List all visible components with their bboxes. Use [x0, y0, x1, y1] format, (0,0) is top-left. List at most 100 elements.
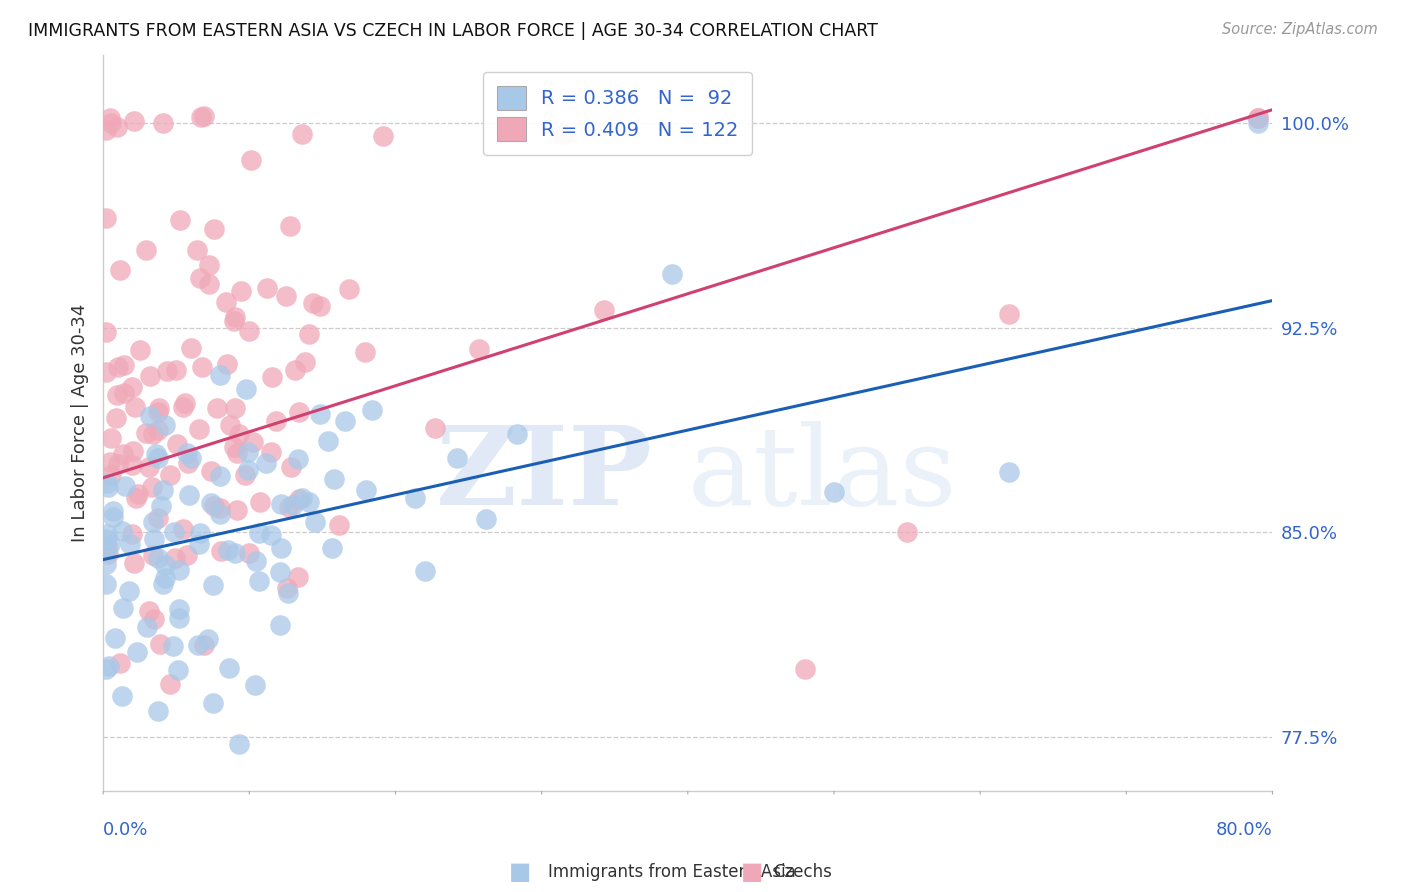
Point	[404, 491, 426, 505]
Point	[998, 307, 1021, 321]
Point	[142, 549, 165, 563]
Text: 0.0%: 0.0%	[103, 821, 149, 838]
Point	[188, 526, 211, 541]
Point	[222, 313, 245, 327]
Point	[247, 574, 270, 589]
Point	[209, 544, 232, 558]
Point	[1247, 111, 1270, 125]
Point	[225, 503, 247, 517]
Point	[146, 405, 169, 419]
Point	[167, 611, 190, 625]
Point	[276, 582, 298, 596]
Point	[100, 468, 122, 483]
Text: ■: ■	[509, 861, 531, 884]
Point	[121, 458, 143, 472]
Point	[270, 541, 292, 555]
Point	[100, 431, 122, 445]
Point	[249, 495, 271, 509]
Point	[274, 289, 297, 303]
Text: atlas: atlas	[688, 421, 957, 528]
Point	[135, 620, 157, 634]
Text: ■: ■	[741, 861, 763, 884]
Point	[592, 303, 614, 318]
Point	[145, 447, 167, 461]
Point	[998, 465, 1021, 479]
Point	[371, 129, 394, 144]
Point	[142, 515, 165, 529]
Point	[124, 556, 146, 570]
Point	[283, 498, 305, 512]
Point	[218, 661, 240, 675]
Point	[153, 417, 176, 432]
Point	[193, 109, 215, 123]
Point	[97, 659, 120, 673]
Point	[138, 460, 160, 475]
Point	[190, 110, 212, 124]
Point	[209, 507, 232, 521]
Point	[111, 447, 134, 461]
Point	[193, 638, 215, 652]
Point	[205, 401, 228, 415]
Text: Source: ZipAtlas.com: Source: ZipAtlas.com	[1222, 22, 1378, 37]
Point	[176, 549, 198, 563]
Point	[304, 515, 326, 529]
Point	[139, 368, 162, 383]
Point	[188, 270, 211, 285]
Point	[94, 557, 117, 571]
Point	[280, 460, 302, 475]
Point	[316, 434, 339, 448]
Point	[96, 527, 118, 541]
Point	[127, 645, 149, 659]
Point	[173, 396, 195, 410]
Point	[322, 472, 344, 486]
Point	[245, 554, 267, 568]
Point	[308, 407, 330, 421]
Point	[94, 325, 117, 339]
Point	[148, 401, 170, 415]
Point	[146, 423, 169, 437]
Point	[224, 440, 246, 454]
Point	[163, 525, 186, 540]
Point	[98, 111, 121, 125]
Point	[228, 426, 250, 441]
Point	[553, 127, 575, 141]
Point	[269, 618, 291, 632]
Point	[108, 656, 131, 670]
Point	[142, 426, 165, 441]
Point	[150, 499, 173, 513]
Point	[208, 469, 231, 483]
Point	[139, 409, 162, 424]
Point	[142, 532, 165, 546]
Point	[224, 401, 246, 416]
Point	[176, 456, 198, 470]
Point	[153, 571, 176, 585]
Point	[200, 464, 222, 478]
Point	[288, 491, 311, 506]
Point	[94, 211, 117, 226]
Point	[287, 451, 309, 466]
Point	[179, 488, 201, 502]
Point	[105, 388, 128, 402]
Point	[162, 639, 184, 653]
Point	[191, 359, 214, 374]
Point	[217, 543, 239, 558]
Text: ZIP: ZIP	[436, 421, 652, 528]
Point	[224, 310, 246, 324]
Point	[264, 414, 287, 428]
Point	[228, 737, 250, 751]
Point	[235, 382, 257, 396]
Point	[823, 484, 845, 499]
Point	[260, 528, 283, 542]
Point	[475, 512, 498, 526]
Point	[107, 359, 129, 374]
Point	[155, 363, 177, 377]
Point	[356, 483, 378, 497]
Point	[172, 522, 194, 536]
Point	[180, 341, 202, 355]
Point	[135, 425, 157, 440]
Point	[125, 491, 148, 506]
Y-axis label: In Labor Force | Age 30-34: In Labor Force | Age 30-34	[72, 304, 89, 542]
Point	[96, 476, 118, 491]
Point	[218, 417, 240, 432]
Point	[423, 420, 446, 434]
